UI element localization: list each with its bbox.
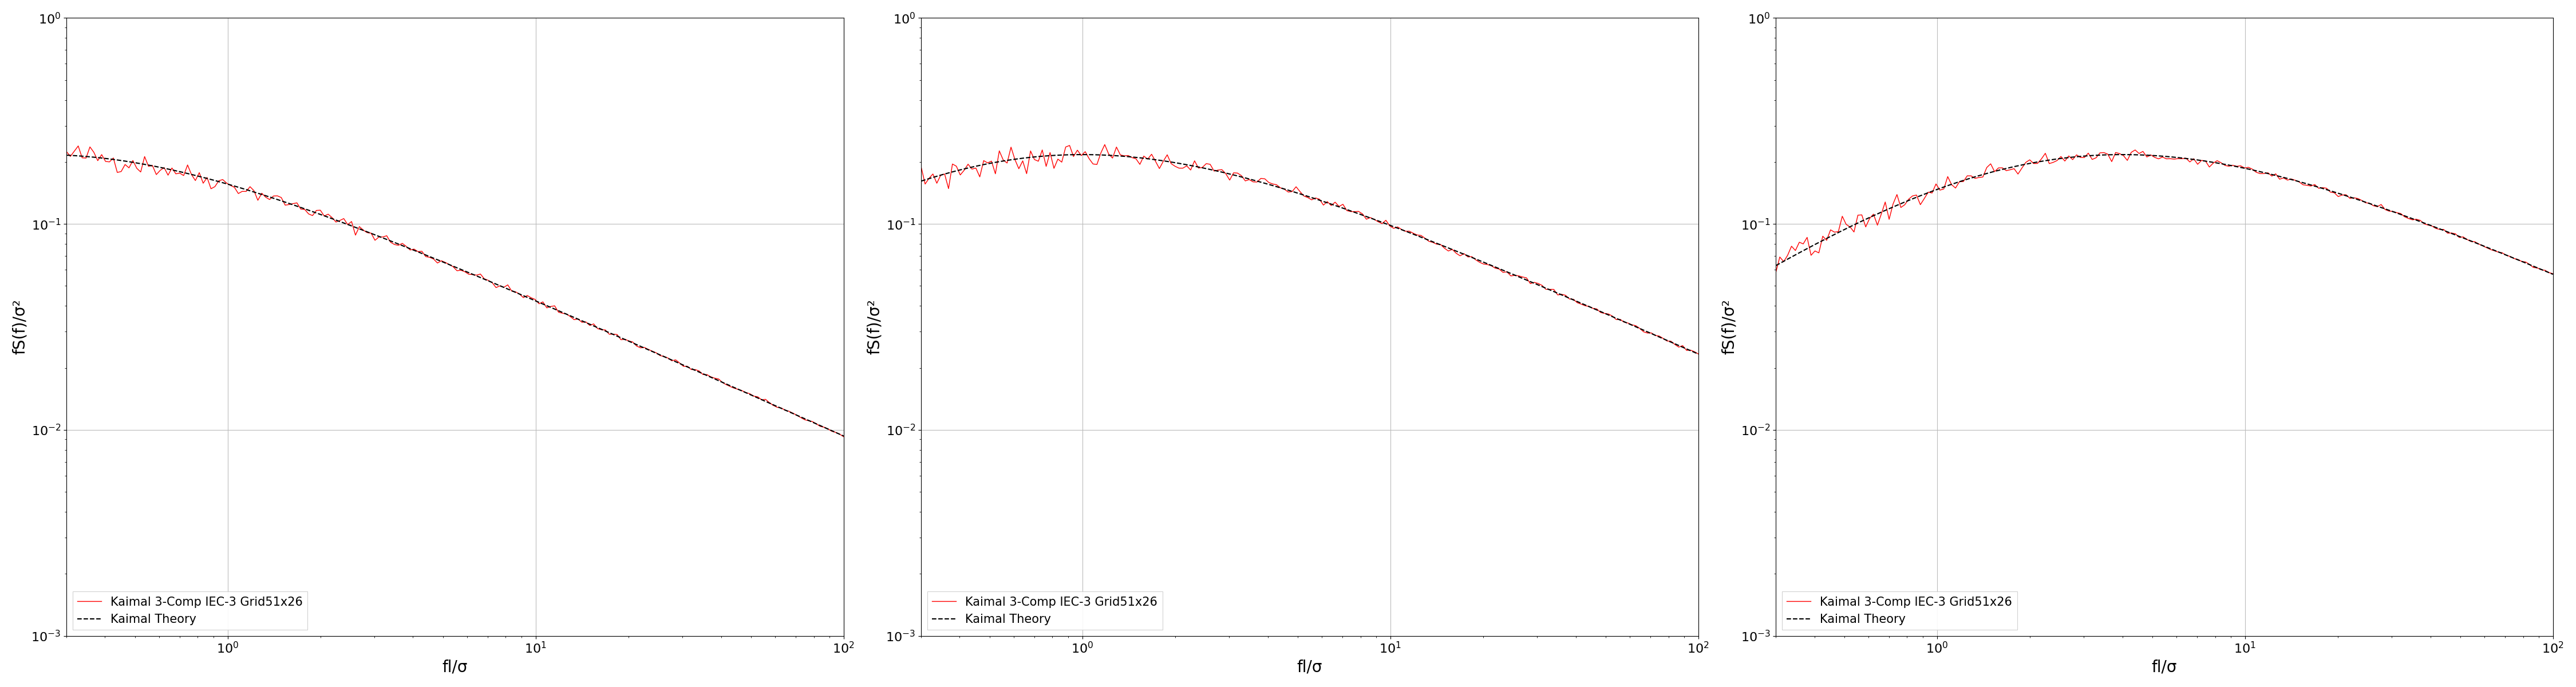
Kaimal 3-Comp IEC-3 Grid51x26 [2537, 269, 2568, 278]
Kaimal 3-Comp IEC-3 Grid51x26 [1051, 143, 1082, 151]
Kaimal 3-Comp IEC-3 Grid51x26 [103, 168, 134, 177]
Kaimal Theory [1667, 342, 1698, 350]
Kaimal Theory [2519, 263, 2550, 271]
Kaimal Theory [1543, 290, 1574, 298]
Kaimal Theory [2182, 156, 2213, 164]
Kaimal 3-Comp IEC-3 Grid51x26 [2476, 245, 2506, 254]
Kaimal 3-Comp IEC-3 Grid51x26 [62, 142, 93, 150]
Kaimal Theory [513, 294, 544, 302]
Kaimal Theory [2130, 151, 2161, 159]
Kaimal 3-Comp IEC-3 Grid51x26 [1968, 173, 1999, 181]
X-axis label: fl/σ: fl/σ [2151, 659, 2177, 675]
Kaimal 3-Comp IEC-3 Grid51x26 [1793, 234, 1824, 242]
Kaimal Theory [2107, 150, 2138, 159]
Kaimal 3-Comp IEC-3 Grid51x26 [2120, 146, 2151, 154]
Kaimal 3-Comp IEC-3 Grid51x26 [263, 192, 294, 200]
Legend: Kaimal 3-Comp IEC-3 Grid51x26, Kaimal Theory: Kaimal 3-Comp IEC-3 Grid51x26, Kaimal Th… [927, 592, 1162, 630]
Kaimal 3-Comp IEC-3 Grid51x26 [1620, 322, 1651, 330]
Kaimal Theory [2398, 215, 2429, 223]
Line: Kaimal 3-Comp IEC-3 Grid51x26: Kaimal 3-Comp IEC-3 Grid51x26 [922, 144, 1698, 354]
Kaimal Theory [471, 276, 502, 284]
Legend: Kaimal 3-Comp IEC-3 Grid51x26, Kaimal Theory: Kaimal 3-Comp IEC-3 Grid51x26, Kaimal Th… [1783, 592, 2017, 630]
Kaimal Theory [907, 177, 938, 185]
Kaimal 3-Comp IEC-3 Grid51x26 [938, 160, 969, 168]
Kaimal 3-Comp IEC-3 Grid51x26 [1649, 335, 1680, 343]
Y-axis label: fS(f)/σ²: fS(f)/σ² [13, 300, 28, 354]
Kaimal Theory [809, 424, 840, 432]
Kaimal 3-Comp IEC-3 Grid51x26 [765, 404, 796, 412]
Kaimal 3-Comp IEC-3 Grid51x26 [2501, 256, 2532, 264]
Kaimal Theory [2537, 270, 2568, 278]
Y-axis label: fS(f)/σ²: fS(f)/σ² [866, 300, 884, 354]
Kaimal 3-Comp IEC-3 Grid51x26 [1759, 268, 1790, 276]
Line: Kaimal Theory: Kaimal Theory [922, 155, 1698, 354]
X-axis label: fl/σ: fl/σ [443, 659, 469, 675]
Kaimal 3-Comp IEC-3 Grid51x26 [1090, 140, 1121, 148]
Kaimal 3-Comp IEC-3 Grid51x26 [1115, 153, 1146, 161]
Kaimal 3-Comp IEC-3 Grid51x26 [793, 416, 824, 425]
Kaimal Theory [2136, 151, 2166, 159]
Kaimal 3-Comp IEC-3 Grid51x26 [953, 160, 984, 168]
Kaimal 3-Comp IEC-3 Grid51x26 [1904, 201, 1935, 209]
Kaimal Theory [1275, 187, 1306, 195]
Kaimal Theory [52, 151, 82, 159]
Kaimal 3-Comp IEC-3 Grid51x26 [1808, 232, 1839, 240]
Kaimal Theory [1327, 204, 1358, 212]
Kaimal 3-Comp IEC-3 Grid51x26 [52, 148, 82, 156]
Kaimal Theory [425, 257, 456, 265]
Kaimal Theory [1066, 150, 1097, 159]
Kaimal Theory [1280, 189, 1311, 197]
Kaimal Theory [827, 432, 858, 440]
Legend: Kaimal 3-Comp IEC-3 Grid51x26, Kaimal Theory: Kaimal 3-Comp IEC-3 Grid51x26, Kaimal Th… [72, 592, 307, 630]
X-axis label: fl/σ: fl/σ [1296, 659, 1321, 675]
Kaimal 3-Comp IEC-3 Grid51x26 [907, 163, 938, 171]
Kaimal 3-Comp IEC-3 Grid51x26 [85, 150, 116, 159]
Line: Kaimal 3-Comp IEC-3 Grid51x26: Kaimal 3-Comp IEC-3 Grid51x26 [67, 146, 842, 437]
Kaimal Theory [1682, 350, 1713, 358]
Line: Kaimal Theory: Kaimal Theory [1775, 155, 2553, 274]
Kaimal 3-Comp IEC-3 Grid51x26 [198, 183, 229, 191]
Kaimal Theory [2226, 163, 2257, 171]
Line: Kaimal Theory: Kaimal Theory [67, 155, 842, 436]
Kaimal Theory [688, 370, 719, 378]
Kaimal 3-Comp IEC-3 Grid51x26 [1682, 350, 1713, 358]
Kaimal 3-Comp IEC-3 Grid51x26 [827, 433, 858, 441]
Kaimal Theory [420, 255, 451, 263]
Kaimal Theory [1370, 219, 1401, 227]
Y-axis label: fS(f)/σ²: fS(f)/σ² [1721, 300, 1736, 354]
Line: Kaimal 3-Comp IEC-3 Grid51x26: Kaimal 3-Comp IEC-3 Grid51x26 [1775, 150, 2553, 273]
Kaimal Theory [1759, 262, 1790, 270]
